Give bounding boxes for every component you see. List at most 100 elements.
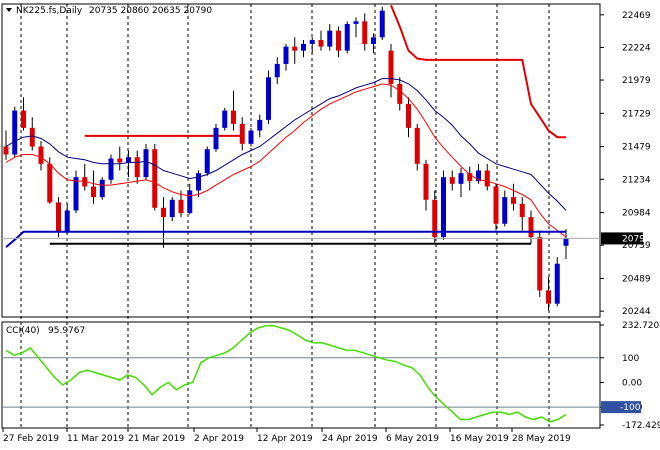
- candle-body: [563, 238, 569, 246]
- candle-body: [21, 110, 26, 128]
- candle-body: [546, 290, 551, 304]
- trail-line-red: [390, 4, 566, 139]
- price-tick-label: 21234: [622, 175, 651, 185]
- candle-body: [29, 127, 35, 147]
- candle-body: [108, 158, 114, 180]
- candle-body: [283, 46, 289, 64]
- candle-body: [458, 173, 464, 184]
- chart-menu-triangle-icon[interactable]: [6, 8, 12, 12]
- candle-body: [56, 202, 61, 232]
- cci-tick-label: 0.00: [622, 378, 642, 388]
- candle-body: [99, 179, 105, 198]
- candle-body: [38, 146, 44, 164]
- candle-body: [502, 197, 508, 224]
- price-tick-label: 21979: [622, 76, 651, 86]
- symbol-label: NK225.fs,Daily: [16, 6, 83, 16]
- price-tick-label: 20739: [622, 241, 651, 251]
- candle-body: [554, 263, 560, 304]
- price-tick-label: 20489: [622, 275, 651, 285]
- candle-body: [318, 39, 324, 47]
- current-price-box: [601, 232, 643, 245]
- candle-body: [484, 170, 490, 187]
- candle-body: [126, 157, 131, 163]
- candle-body: [12, 110, 18, 155]
- date-tick-label: 6 May 2019: [386, 434, 439, 444]
- candle-body: [336, 30, 341, 51]
- candle-body: [432, 199, 438, 238]
- date-tick-label: 24 Apr 2019: [322, 434, 378, 444]
- candle-body: [388, 50, 394, 84]
- candle-body: [266, 77, 271, 120]
- candle-body: [467, 173, 473, 182]
- date-tick-label: 12 Apr 2019: [257, 434, 313, 444]
- cci-value-box: [601, 401, 641, 414]
- candle-body: [493, 186, 499, 224]
- candle-body: [406, 103, 411, 128]
- candle-body: [519, 203, 525, 218]
- candle-body: [274, 63, 280, 78]
- candle-body: [301, 43, 306, 51]
- price-tick-label: 21479: [622, 143, 651, 153]
- cci-label: CCI(40): [6, 326, 40, 336]
- candle-body: [379, 10, 385, 38]
- candle-body: [73, 177, 79, 211]
- candle-body: [152, 149, 158, 208]
- candle-body: [222, 110, 228, 128]
- cci-value-label: 95.9767: [48, 326, 85, 336]
- date-tick-label: 11 Mar 2019: [67, 434, 124, 444]
- candle-body: [248, 130, 254, 144]
- candles: [3, 6, 569, 311]
- candle-body: [178, 199, 184, 214]
- candle-body: [64, 210, 70, 232]
- candle-body: [292, 46, 298, 51]
- candle-body: [537, 237, 543, 291]
- candle-body: [327, 30, 333, 47]
- candle-body: [187, 190, 193, 214]
- candle-body: [371, 37, 376, 44]
- cci-tick-label: 232.7208: [622, 321, 660, 331]
- candle-body: [117, 158, 123, 163]
- candle-body: [47, 163, 53, 203]
- candle-body: [231, 110, 236, 124]
- candle-body: [528, 217, 534, 238]
- candle-body: [441, 177, 446, 238]
- candle-body: [134, 157, 140, 178]
- price-pane: [1, 3, 601, 318]
- candle-body: [423, 163, 429, 200]
- cci-line: [5, 324, 567, 423]
- date-tick-label: 16 May 2019: [450, 434, 509, 444]
- candle-body: [239, 123, 245, 144]
- date-tick-label: 21 Mar 2019: [128, 434, 185, 444]
- candle-body: [476, 170, 481, 182]
- candle-body: [196, 173, 201, 191]
- candle-body: [344, 23, 350, 51]
- current-price-label: 20790: [622, 234, 651, 244]
- price-tick-label: 22224: [622, 43, 651, 53]
- candle-body: [309, 39, 315, 44]
- date-tick-label: 2 Apr 2019: [194, 434, 244, 444]
- ma-line-navy: [5, 78, 567, 211]
- cci-tick-label: 100: [622, 354, 639, 364]
- candle-body: [204, 149, 210, 174]
- candle-body: [362, 21, 368, 44]
- candle-body: [414, 127, 420, 164]
- candle-body: [143, 149, 149, 178]
- candle-body: [161, 207, 166, 218]
- candle-body: [511, 197, 516, 204]
- candle-body: [213, 127, 219, 150]
- price-tick-label: 22469: [622, 11, 651, 21]
- ohlc-label: 20735 20860 20635 20790: [89, 6, 212, 16]
- candle-body: [91, 186, 96, 198]
- trail-line-blue: [5, 230, 566, 248]
- date-tick-label: 27 Feb 2019: [3, 434, 59, 444]
- ma-line-red: [5, 83, 567, 238]
- candle-body: [449, 177, 455, 184]
- candle-body: [82, 177, 88, 187]
- price-tick-label: 20244: [622, 307, 651, 317]
- price-tick-label: 20984: [622, 209, 651, 219]
- candle-body: [257, 119, 263, 131]
- cci-tick-label: -172.4296: [622, 421, 660, 431]
- price-tick-label: 21729: [622, 109, 651, 119]
- candle-body: [169, 199, 175, 218]
